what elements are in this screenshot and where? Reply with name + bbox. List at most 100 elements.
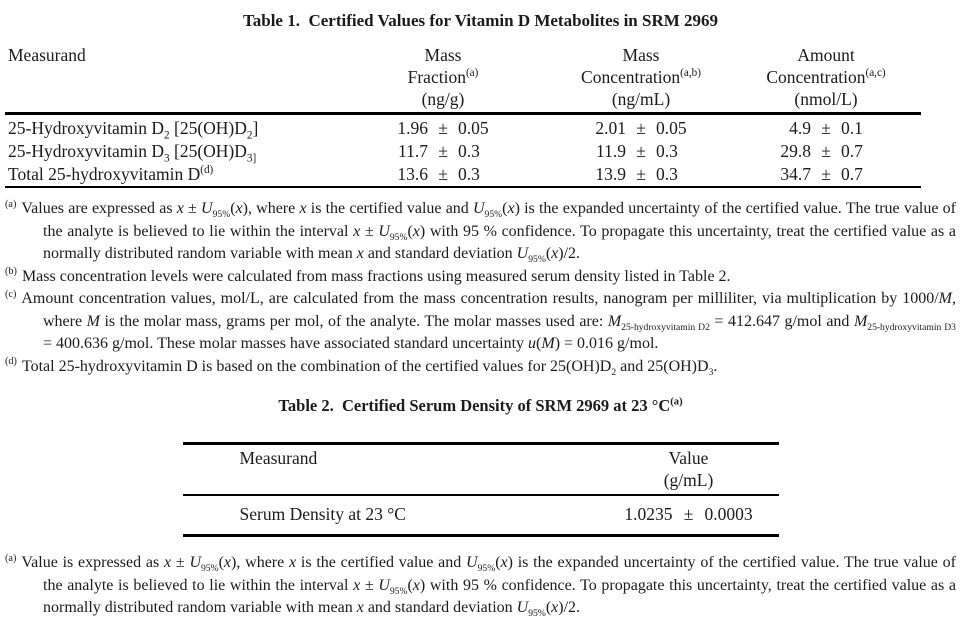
- table1-footnotes: (a) Values are expressed as x ± U95%(x), …: [5, 198, 956, 378]
- footnote-a: (a) Values are expressed as x ± U95%(x), …: [5, 198, 956, 266]
- plus-minus-sign: ±: [821, 118, 831, 138]
- value-number: 34.7: [780, 164, 811, 184]
- footnote-b: (b) Mass concentration levels were calcul…: [5, 266, 956, 289]
- table1-row: Total 25-hydroxyvitamin D(d) 13.6 ±0.3 13…: [5, 163, 921, 187]
- header-line: Fraction(a): [407, 67, 479, 87]
- table2-footnotes: (a) Value is expressed as x ± U95%(x), wh…: [5, 552, 956, 620]
- value-group: 29.8 ±0.7: [765, 140, 887, 163]
- footnote-text: Mass concentration levels were calculate…: [21, 267, 731, 285]
- measurand-cell: Serum Density at 23 °C: [239, 504, 406, 524]
- uncertainty-number: 0.7: [841, 164, 863, 184]
- header-line: (nmol/L): [794, 89, 858, 109]
- measurand-cell: 25-Hydroxyvitamin D2 [25(OH)D2]: [8, 118, 259, 142]
- value-group: 13.9 ±0.3: [580, 163, 702, 186]
- table1-header-row: Measurand Mass Fraction(a) (ng/g) Mass C…: [5, 44, 921, 114]
- value-number: 13.9: [595, 164, 626, 184]
- value-number: 2.01: [595, 118, 626, 138]
- header-line: Mass: [622, 45, 660, 65]
- uncertainty-number: 0.1: [841, 118, 863, 138]
- mass-fraction-cell: 1.96 ±0.05: [335, 114, 551, 141]
- table1-header-mass-fraction: Mass Fraction(a) (ng/g): [335, 44, 551, 114]
- uncertainty-number: 0.05: [458, 118, 489, 138]
- mass-concentration-cell: 13.9 ±0.3: [551, 163, 731, 187]
- table1-header-mass-concentration: Mass Concentration(a,b) (ng/mL): [551, 44, 731, 114]
- footnote-text: Amount concentration values, mol/L, are …: [21, 290, 956, 352]
- plus-minus-sign: ±: [438, 118, 448, 138]
- table1-row: 25-Hydroxyvitamin D3 [25(OH)D3] 11.7 ±0.3…: [5, 140, 921, 165]
- mass-concentration-cell: 11.9 ±0.3: [551, 140, 731, 163]
- value-group: 13.6 ±0.3: [382, 163, 504, 186]
- footnote-marker: (b): [5, 266, 17, 278]
- value-group: 11.7 ±0.3: [382, 140, 504, 163]
- table2-header-measurand: Measurand: [183, 444, 599, 496]
- header-line: Concentration(a,c): [766, 67, 886, 87]
- header-line: Measurand: [8, 45, 86, 65]
- value-group: 1.0235 ±0.0003: [615, 503, 763, 526]
- plus-minus-sign: ±: [636, 141, 646, 161]
- footnote-text: Total 25-hydroxyvitamin D is based on th…: [21, 357, 718, 378]
- mass-concentration-cell: 2.01 ±0.05: [551, 114, 731, 141]
- mass-fraction-cell: 11.7 ±0.3: [335, 140, 551, 163]
- footnote-d: (d) Total 25-hydroxyvitamin D is based on…: [5, 356, 956, 379]
- value-group: 2.01 ±0.05: [580, 117, 702, 140]
- table2-header-value: Value (g/mL): [599, 444, 779, 496]
- uncertainty-number: 0.7: [841, 141, 863, 161]
- table1-row: 25-Hydroxyvitamin D2 [25(OH)D2] 1.96 ±0.0…: [5, 114, 921, 141]
- header-line: Value: [668, 448, 709, 468]
- value-group: 1.96 ±0.05: [382, 117, 504, 140]
- header-line: (ng/g): [421, 89, 465, 109]
- footnote2-a: (a) Value is expressed as x ± U95%(x), wh…: [5, 552, 956, 620]
- amount-concentration-cell: 4.9 ±0.1: [731, 114, 921, 141]
- table1-header-amount-concentration: Amount Concentration(a,c) (nmol/L): [731, 44, 921, 114]
- footnote-c: (c) Amount concentration values, mol/L, a…: [5, 288, 956, 356]
- table2-title: Table 2. Certified Serum Density of SRM …: [278, 396, 683, 415]
- value-cell: 1.0235 ±0.0003: [599, 495, 779, 536]
- value-group: 11.9 ±0.3: [580, 140, 702, 163]
- value-number: 29.8: [780, 141, 811, 161]
- table2: Measurand Value (g/mL) Serum Density at …: [182, 442, 779, 537]
- value-number: 1.96: [397, 118, 428, 138]
- plus-minus-sign: ±: [636, 164, 646, 184]
- table1-title: Table 1. Certified Values for Vitamin D …: [242, 11, 719, 30]
- plus-minus-sign: ±: [438, 164, 448, 184]
- uncertainty-number: 0.05: [656, 118, 687, 138]
- header-line: Amount: [797, 45, 855, 65]
- value-number: 4.9: [789, 118, 811, 138]
- value-group: 34.7 ±0.7: [765, 163, 887, 186]
- footnote-marker: (d): [5, 356, 17, 368]
- table2-header-row: Measurand Value (g/mL): [182, 444, 779, 496]
- amount-concentration-cell: 29.8 ±0.7: [731, 140, 921, 163]
- header-line: Mass: [424, 45, 462, 65]
- header-line: Measurand: [239, 448, 318, 468]
- plus-minus-sign: ±: [438, 141, 448, 161]
- uncertainty-number: 0.3: [656, 164, 678, 184]
- plus-minus-sign: ±: [636, 118, 646, 138]
- uncertainty-number: 0.3: [656, 141, 678, 161]
- value-number: 1.0235: [624, 504, 673, 524]
- footnote-marker: (c): [5, 288, 17, 300]
- value-group: 4.9 ±0.1: [765, 117, 887, 140]
- measurand-cell: Total 25-hydroxyvitamin D(d): [8, 164, 214, 184]
- value-number: 11.7: [398, 141, 428, 161]
- value-number: 13.6: [397, 164, 428, 184]
- uncertainty-number: 0.3: [458, 141, 480, 161]
- amount-concentration-cell: 34.7 ±0.7: [731, 163, 921, 187]
- measurand-cell: 25-Hydroxyvitamin D3 [25(OH)D3]: [8, 141, 257, 165]
- footnote-text: Value is expressed as x ± U95%(x), where…: [21, 554, 957, 620]
- footnote-marker: (a): [5, 198, 17, 210]
- table2-row: Serum Density at 23 °C 1.0235 ±0.0003: [183, 495, 779, 536]
- header-line: Concentration(a,b): [581, 67, 701, 87]
- mass-fraction-cell: 13.6 ±0.3: [335, 163, 551, 187]
- plus-minus-sign: ±: [683, 504, 694, 524]
- uncertainty-number: 0.0003: [704, 504, 753, 524]
- footnote-text: Values are expressed as x ± U95%(x), whe…: [21, 200, 957, 266]
- plus-minus-sign: ±: [821, 141, 831, 161]
- table1: Measurand Mass Fraction(a) (ng/g) Mass C…: [5, 44, 921, 188]
- footnote-marker: (a): [5, 552, 17, 564]
- uncertainty-number: 0.3: [458, 164, 480, 184]
- header-line: (ng/mL): [611, 89, 671, 109]
- header-line: (g/mL): [663, 470, 714, 490]
- value-number: 11.9: [596, 141, 626, 161]
- table1-header-measurand: Measurand: [5, 44, 335, 114]
